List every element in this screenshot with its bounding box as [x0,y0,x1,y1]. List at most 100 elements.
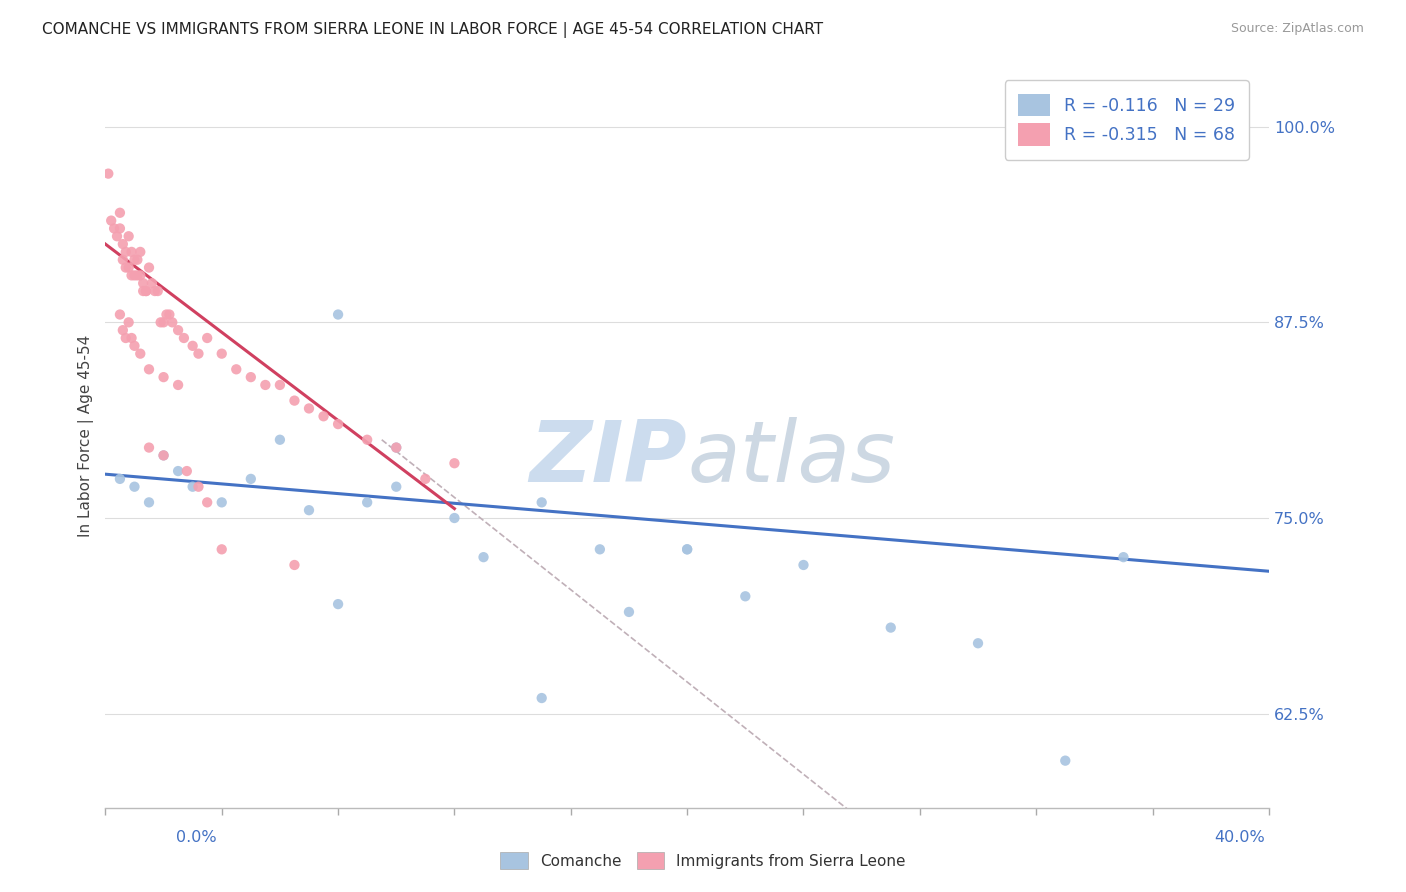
Point [152,315,174,329]
Point [127,268,149,283]
Text: Source: ZipAtlas.com: Source: ZipAtlas.com [1230,22,1364,36]
Point [225,362,247,376]
Point [114,331,136,345]
Point [111,252,134,267]
Point [443,456,465,470]
Y-axis label: In Labor Force | Age 45-54: In Labor Force | Age 45-54 [79,334,94,537]
Point [114,260,136,275]
Point [443,511,465,525]
Point [173,331,195,345]
Point [385,480,408,494]
Point [211,495,233,509]
Point [254,378,277,392]
Point [187,346,209,360]
Point [103,221,125,235]
Legend: Comanche, Immigrants from Sierra Leone: Comanche, Immigrants from Sierra Leone [494,846,912,875]
Point [326,308,349,322]
Point [676,542,699,557]
Point [1054,754,1077,768]
Point [157,308,180,322]
Point [152,449,174,463]
Point [114,244,136,259]
Point [141,277,163,291]
Point [167,464,190,478]
Point [181,339,204,353]
Point [298,401,321,416]
Point [124,339,146,353]
Point [135,284,157,298]
Point [195,495,218,509]
Point [283,393,305,408]
Text: COMANCHE VS IMMIGRANTS FROM SIERRA LEONE IN LABOR FORCE | AGE 45-54 CORRELATION : COMANCHE VS IMMIGRANTS FROM SIERRA LEONE… [42,22,824,38]
Point [149,315,172,329]
Point [385,441,408,455]
Text: atlas: atlas [688,417,896,500]
Point [108,206,131,220]
Point [415,472,437,486]
Point [176,464,198,478]
Point [167,323,190,337]
Point [129,268,152,283]
Point [326,597,349,611]
Point [167,378,190,392]
Point [152,370,174,384]
Point [187,480,209,494]
Point [530,691,553,706]
Point [155,308,177,322]
Point [283,558,305,572]
Point [118,315,141,329]
Point [472,550,495,565]
Point [111,323,134,337]
Point [124,252,146,267]
Point [105,229,128,244]
Point [269,378,291,392]
Point [132,284,155,298]
Point [880,621,903,635]
Point [152,449,174,463]
Point [108,308,131,322]
Point [129,244,152,259]
Point [118,229,141,244]
Point [269,433,291,447]
Point [211,542,233,557]
Point [138,441,160,455]
Point [326,417,349,431]
Point [146,284,169,298]
Point [312,409,335,424]
Point [195,331,218,345]
Point [121,244,143,259]
Point [127,252,149,267]
Legend: R = -0.116   N = 29, R = -0.315   N = 68: R = -0.116 N = 29, R = -0.315 N = 68 [1004,80,1249,160]
Point [356,433,378,447]
Text: 40.0%: 40.0% [1215,830,1265,845]
Point [385,441,408,455]
Point [356,495,378,509]
Point [138,495,160,509]
Point [143,284,166,298]
Point [108,221,131,235]
Point [132,277,155,291]
Point [239,370,262,384]
Point [967,636,990,650]
Point [135,284,157,298]
Point [121,268,143,283]
Point [97,167,120,181]
Text: ZIP: ZIP [530,417,688,500]
Point [530,495,553,509]
Point [129,346,152,360]
Point [121,331,143,345]
Point [124,480,146,494]
Point [298,503,321,517]
Point [111,237,134,252]
Point [138,260,160,275]
Point [211,346,233,360]
Point [734,589,756,603]
Point [138,362,160,376]
Point [1112,550,1135,565]
Point [118,260,141,275]
Point [589,542,612,557]
Point [676,542,699,557]
Point [162,315,184,329]
Point [100,213,122,227]
Point [792,558,814,572]
